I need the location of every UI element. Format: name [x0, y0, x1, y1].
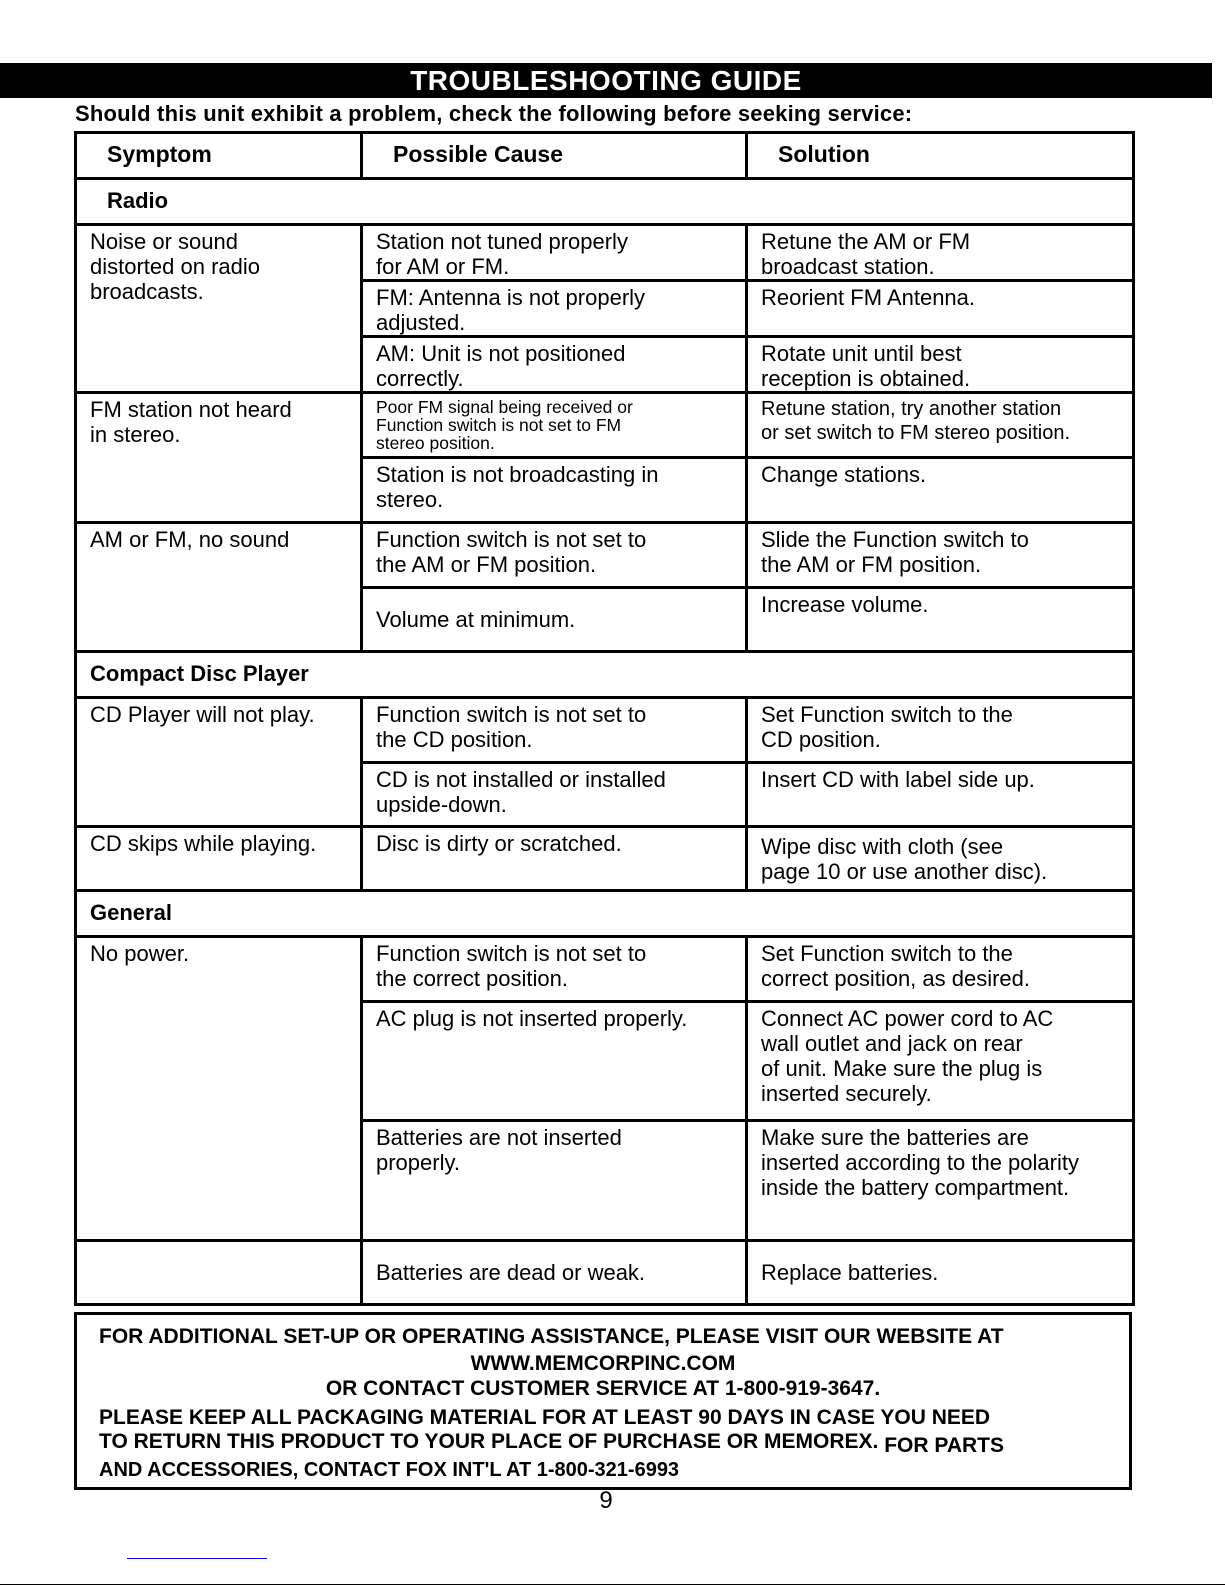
symptom-cell: CD Player will not play. [74, 696, 363, 828]
cause-cell: CD is not installed or installed upside-… [360, 761, 748, 828]
cause-cell: Function switch is not set to the AM or … [360, 521, 748, 589]
table-row: AM or FM, no sound Function switch is not… [74, 521, 1135, 653]
table-row: FM station not heard in stereo. Poor FM s… [74, 391, 1135, 524]
cause-cell: Station is not broadcasting in stereo. [360, 456, 748, 524]
cause-cell: Station not tuned properly for AM or FM. [360, 223, 748, 282]
symptom-cell: Noise or sound distorted on radio broadc… [74, 223, 363, 394]
solution-cell: Connect AC power cord to AC wall outlet … [745, 1000, 1135, 1122]
table-row: AC plug is not inserted properly. Connect… [76, 1000, 1135, 1122]
solution-cell: Wipe disc with cloth (see page 10 or use… [745, 825, 1135, 892]
table-row: CD skips while playing. Disc is dirty or … [74, 825, 1135, 892]
table-row: AM: Unit is not positioned correctly. Rot… [76, 335, 1135, 394]
section-header: General [74, 889, 1135, 938]
symptom-cell: AM or FM, no sound [74, 521, 363, 653]
footer-line-3: OR CONTACT CUSTOMER SERVICE AT 1-800-919… [325, 1377, 881, 1400]
header-solution: Solution [745, 131, 1135, 180]
symptom-cell: CD skips while playing. [74, 825, 363, 892]
page-title: TROUBLESHOOTING GUIDE [0, 63, 1212, 98]
solution-cell: Make sure the batteries are inserted acc… [745, 1119, 1135, 1242]
solution-cell: Retune the AM or FM broadcast station. [745, 223, 1135, 282]
solution-cell: Increase volume. [745, 586, 1135, 653]
header-possible-cause: Possible Cause [360, 131, 748, 180]
table-row: CD Player will not play. Function switch … [74, 696, 1135, 828]
symptom-cell: FM station not heard in stereo. [74, 391, 363, 524]
solution-cell: Retune station, try another station or s… [745, 391, 1135, 459]
cause-cell: AC plug is not inserted properly. [360, 1000, 748, 1122]
footer-notice: FOR ADDITIONAL SET-UP OR OPERATING ASSIS… [74, 1312, 1132, 1490]
table-row: No power. Function switch is not set to t… [74, 935, 1135, 1242]
table-row: Station is not broadcasting in stereo. Ch… [76, 456, 1135, 524]
cause-cell: Batteries are not inserted properly. [360, 1119, 748, 1242]
solution-cell: Set Function switch to the CD position. [745, 696, 1135, 764]
section-header: Compact Disc Player [74, 650, 1135, 699]
solution-cell: Replace batteries. [745, 1239, 1135, 1306]
footer-line-5: TO RETURN THIS PRODUCT TO YOUR PLACE OF … [99, 1430, 879, 1453]
cause-cell: AM: Unit is not positioned correctly. [360, 335, 748, 394]
table-row: CD is not installed or installed upside-… [76, 761, 1135, 828]
solution-cell: Set Function switch to the correct posit… [745, 935, 1135, 1003]
footer-line-6: AND ACCESSORIES, CONTACT FOX INT'L AT 1-… [99, 1459, 680, 1481]
table-row: Volume at minimum. Increase volume. [76, 586, 1135, 653]
page-number: 9 [599, 1487, 613, 1514]
cause-cell: Function switch is not set to the CD pos… [360, 696, 748, 764]
link-underline [127, 1558, 267, 1559]
solution-cell: Change stations. [745, 456, 1135, 524]
table-row: Batteries are not inserted properly. Make… [76, 1119, 1135, 1242]
cause-cell: Volume at minimum. [360, 586, 748, 653]
table-row: FM: Antenna is not properly adjusted. Reo… [76, 279, 1135, 338]
banner-edge [1208, 63, 1212, 98]
solution-cell: Rotate unit until best reception is obta… [745, 335, 1135, 394]
cause-cell: Disc is dirty or scratched. [360, 825, 748, 892]
table-row: Batteries are dead or weak. Replace batte… [74, 1239, 1135, 1306]
footer-line-4: PLEASE KEEP ALL PACKAGING MATERIAL FOR A… [99, 1406, 991, 1429]
header-symptom: Symptom [74, 131, 363, 180]
symptom-cell: No power. [74, 935, 363, 1242]
footer-website: WWW.MEMCORPINC.COM [470, 1352, 736, 1375]
cause-cell: Function switch is not set to the correc… [360, 935, 748, 1003]
intro-text: Should this unit exhibit a problem, chec… [75, 101, 913, 126]
cause-cell: FM: Antenna is not properly adjusted. [360, 279, 748, 338]
cause-cell: Batteries are dead or weak. [360, 1239, 748, 1306]
footer-parts: FOR PARTS [884, 1434, 1005, 1457]
solution-cell: Slide the Function switch to the AM or F… [745, 521, 1135, 589]
cause-cell: Poor FM signal being received or Functio… [360, 391, 748, 459]
table-row: Noise or sound distorted on radio broadc… [74, 223, 1135, 394]
solution-cell: Reorient FM Antenna. [745, 279, 1135, 338]
footer-line-1: FOR ADDITIONAL SET-UP OR OPERATING ASSIS… [99, 1325, 1004, 1348]
symptom-cell [74, 1239, 363, 1306]
solution-cell: Insert CD with label side up. [745, 761, 1135, 828]
troubleshooting-table: Symptom Possible Cause Solution Radio Noi… [74, 131, 1135, 1306]
section-header: Radio [74, 177, 1135, 226]
